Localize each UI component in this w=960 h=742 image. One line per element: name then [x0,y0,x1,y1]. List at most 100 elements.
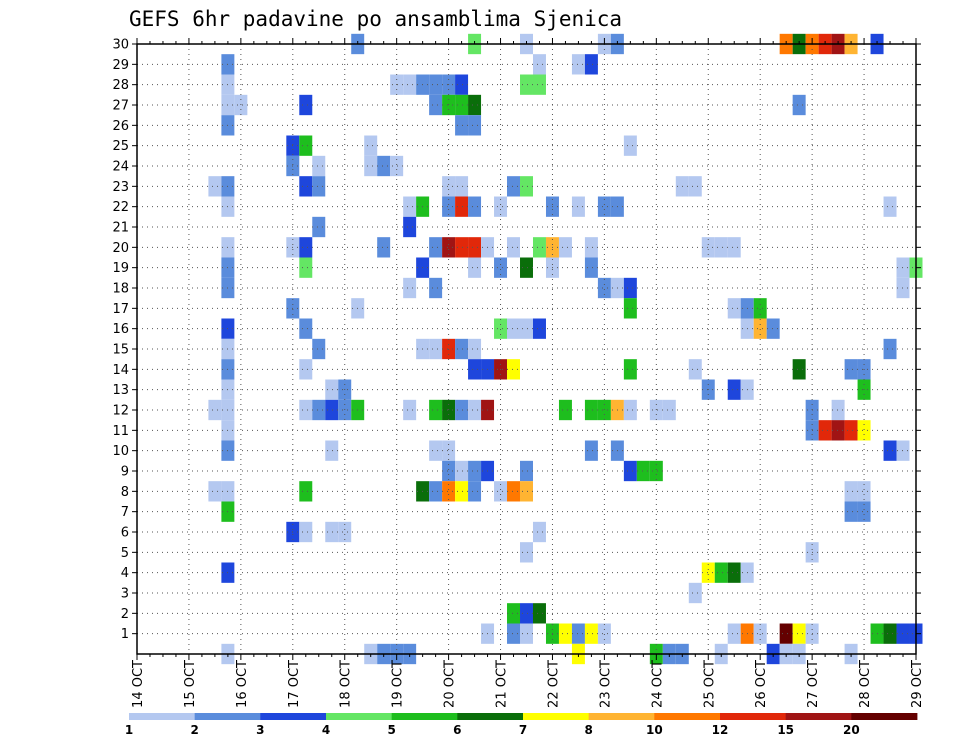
heatmap-cell [507,318,520,339]
y-tick-label: 21 [112,221,129,236]
heatmap-cell [766,318,780,339]
heatmap-cell [455,481,469,502]
heatmap-cell [468,399,482,421]
heatmap-cell [442,440,456,461]
colorbar-label: 4 [322,723,330,737]
y-tick-label: 18 [112,282,129,297]
heatmap-cell [520,623,533,644]
heatmap-cell [455,115,469,136]
heatmap-cell [883,623,897,644]
heatmap-cell [299,481,313,502]
y-tick-label: 15 [112,343,129,358]
heatmap-cell [727,562,741,583]
x-tick-label: 21 OCT [495,660,510,708]
y-tick-label: 27 [112,99,129,114]
heatmap-cell [299,257,313,278]
y-tick-label: 11 [112,424,129,439]
colorbar-label: 1 [125,723,133,737]
heatmap-cell [208,481,222,502]
heatmap-cell [468,237,482,258]
heatmap-cell [468,481,482,502]
x-axis: 14 OCT 15 OCT 16 OCT 17 OCT 18 OCT 19 OCT 20 O… [131,38,925,708]
y-tick-label: 1 [121,627,129,642]
colorbar-swatch [851,713,918,720]
heatmap-cell [377,155,391,177]
heatmap-cell [532,521,546,543]
chart-title: GEFS 6hr padavine po ansamblima Sjenica [129,7,622,31]
heatmap-cell [507,603,520,624]
heatmap-cell [364,135,378,156]
heatmap-cell [312,176,326,197]
colorbar-swatch [260,713,327,720]
heatmap-cell [727,298,741,319]
y-tick-label: 4 [121,566,129,581]
heatmap-cell [442,237,456,258]
heatmap-cell [623,277,637,299]
heatmap-cell [844,501,858,522]
heatmap-cell [377,237,391,258]
heatmap-cell [442,460,456,482]
heatmap-cell [688,359,702,380]
heatmap-cell [584,237,598,258]
heatmap-cell [662,399,676,421]
heatmap-cell [468,257,482,278]
heatmap-cell [584,623,598,644]
heatmap-cell [844,481,858,502]
heatmap-cells [208,33,923,665]
heatmap-cell [455,196,469,217]
y-tick-label: 30 [112,38,129,53]
y-tick-label: 29 [112,58,129,73]
heatmap-cell [623,460,637,482]
x-tick-label: 29 OCT [910,660,925,708]
y-tick-label: 19 [112,261,129,276]
heatmap-cell [883,338,897,360]
heatmap-cell [532,54,546,75]
heatmap-cell [623,135,637,156]
heatmap-cell [299,176,313,197]
colorbar-label: 12 [712,723,729,737]
x-tick-label: 17 OCT [287,660,302,708]
heatmap-cell [727,623,741,644]
colorbar-swatch [523,713,590,720]
heatmap-cell [688,582,702,604]
heatmap-cell [325,440,339,461]
heatmap-cell [753,623,767,644]
heatmap-cell [507,359,520,380]
heatmap-cell [455,338,469,360]
y-tick-label: 2 [121,607,129,622]
heatmap-cell [468,359,482,380]
heatmap-cell [896,257,910,278]
heatmap-cell [429,94,443,116]
heatmap-cell [623,359,637,380]
heatmap-cell [571,196,585,217]
grid-lines [137,43,916,654]
heatmap-cell [403,277,417,299]
heatmap-cell [442,196,456,217]
heatmap-cell [299,521,313,543]
heatmap-cell [857,420,871,441]
y-tick-label: 14 [112,363,129,378]
heatmap-cell [584,257,598,278]
heatmap-cell [558,623,572,644]
heatmap-cell [584,399,598,421]
x-tick-label: 15 OCT [183,660,198,708]
heatmap-cell [883,196,897,217]
y-tick-label: 16 [112,322,129,337]
heatmap-cell [857,481,871,502]
heatmap-cell [507,237,520,258]
y-tick-label: 24 [112,160,129,175]
heatmap-cell [338,521,352,543]
x-tick-label: 18 OCT [339,660,354,708]
heatmap-cell [455,176,469,197]
heatmap-cell [312,338,326,360]
heatmap-cell [403,74,417,95]
heatmap-cell [403,216,417,238]
colorbar-swatch [720,713,787,720]
heatmap-cell [312,399,326,421]
heatmap-cell [701,237,715,258]
heatmap-cell [299,318,313,339]
x-tick-label: 16 OCT [235,660,250,708]
heatmap-cell [299,237,313,258]
heatmap-cell [597,277,611,299]
